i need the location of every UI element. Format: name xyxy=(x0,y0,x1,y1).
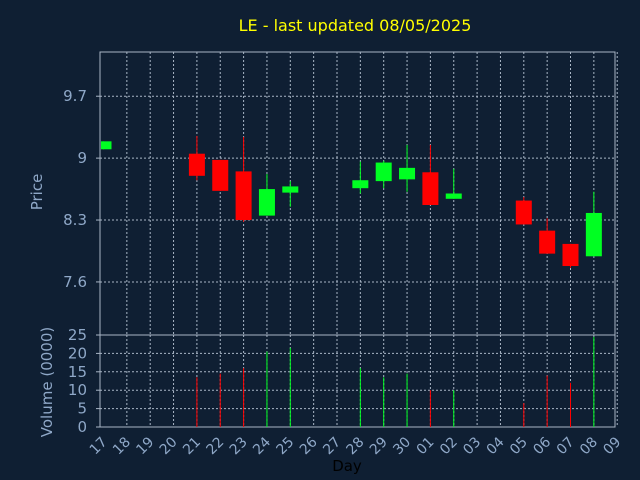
x-tick-label: 01 xyxy=(414,434,438,458)
x-axis-ticks: 17 18 19 20 21 22 23 24 25 26 27 28 29 30 01 02 03 04 05 06… xyxy=(87,434,625,458)
x-tick-label: 17 xyxy=(87,434,111,458)
volume-panel-frame xyxy=(99,334,616,428)
price-axis-ticks: 9.7 9 8.3 7.6 xyxy=(63,87,100,291)
price-tick-label: 8.3 xyxy=(63,211,87,229)
price-panel-frame xyxy=(99,51,616,336)
volume-grid xyxy=(100,335,618,427)
x-tick-label: 18 xyxy=(110,434,134,458)
x-tick-label: 09 xyxy=(600,434,624,458)
candle-body xyxy=(539,230,556,254)
candle-body xyxy=(282,186,299,193)
volume-tick-label: 10 xyxy=(68,381,87,399)
candle-body xyxy=(445,193,462,199)
x-tick-label: 23 xyxy=(227,434,251,458)
x-tick-label: 20 xyxy=(157,434,181,458)
candle-body xyxy=(562,243,579,267)
price-tick-label: 9.7 xyxy=(63,87,87,105)
price-grid xyxy=(100,52,618,335)
x-tick-label: 08 xyxy=(577,434,601,458)
x-tick-label: 22 xyxy=(203,434,227,458)
candle-body xyxy=(212,159,229,191)
volume-bars xyxy=(196,336,595,427)
candle-body xyxy=(585,212,602,257)
candle-body xyxy=(258,189,275,216)
volume-tick-label: 5 xyxy=(77,400,87,418)
candle-body xyxy=(515,200,532,225)
x-tick-label: 25 xyxy=(274,434,298,458)
volume-tick-label: 25 xyxy=(68,326,87,344)
candle-body xyxy=(101,141,112,150)
candle-body xyxy=(235,171,252,221)
x-axis-label: Day xyxy=(332,457,362,475)
x-tick-label: 28 xyxy=(344,434,368,458)
candles xyxy=(101,136,602,268)
candle-body xyxy=(422,172,439,205)
x-tick-label: 04 xyxy=(484,434,508,458)
x-tick-label: 24 xyxy=(250,434,274,458)
x-tick-label: 07 xyxy=(554,434,578,458)
x-tick-label: 30 xyxy=(390,434,414,458)
volume-tick-label: 15 xyxy=(68,363,87,381)
volume-axis-label: Volume (0000) xyxy=(38,327,56,437)
candle-body xyxy=(399,167,416,180)
x-tick-label: 26 xyxy=(297,434,321,458)
volume-tick-label: 0 xyxy=(77,418,87,436)
x-tick-label: 02 xyxy=(437,434,461,458)
price-tick-label: 9 xyxy=(77,149,87,167)
candle-body xyxy=(352,180,369,189)
x-tick-label: 29 xyxy=(367,434,391,458)
chart-title: LE - last updated 08/05/2025 xyxy=(239,16,472,35)
x-tick-label: 03 xyxy=(460,434,484,458)
x-tick-label: 27 xyxy=(320,434,344,458)
price-axis-label: Price xyxy=(28,174,46,211)
volume-tick-label: 20 xyxy=(68,344,87,362)
candle-body xyxy=(188,153,205,176)
x-tick-label: 21 xyxy=(180,434,204,458)
x-tick-label: 06 xyxy=(530,434,554,458)
x-tick-label: 05 xyxy=(507,434,531,458)
x-tick-label: 19 xyxy=(133,434,157,458)
price-tick-label: 7.6 xyxy=(63,273,87,291)
candle-body xyxy=(375,162,392,182)
